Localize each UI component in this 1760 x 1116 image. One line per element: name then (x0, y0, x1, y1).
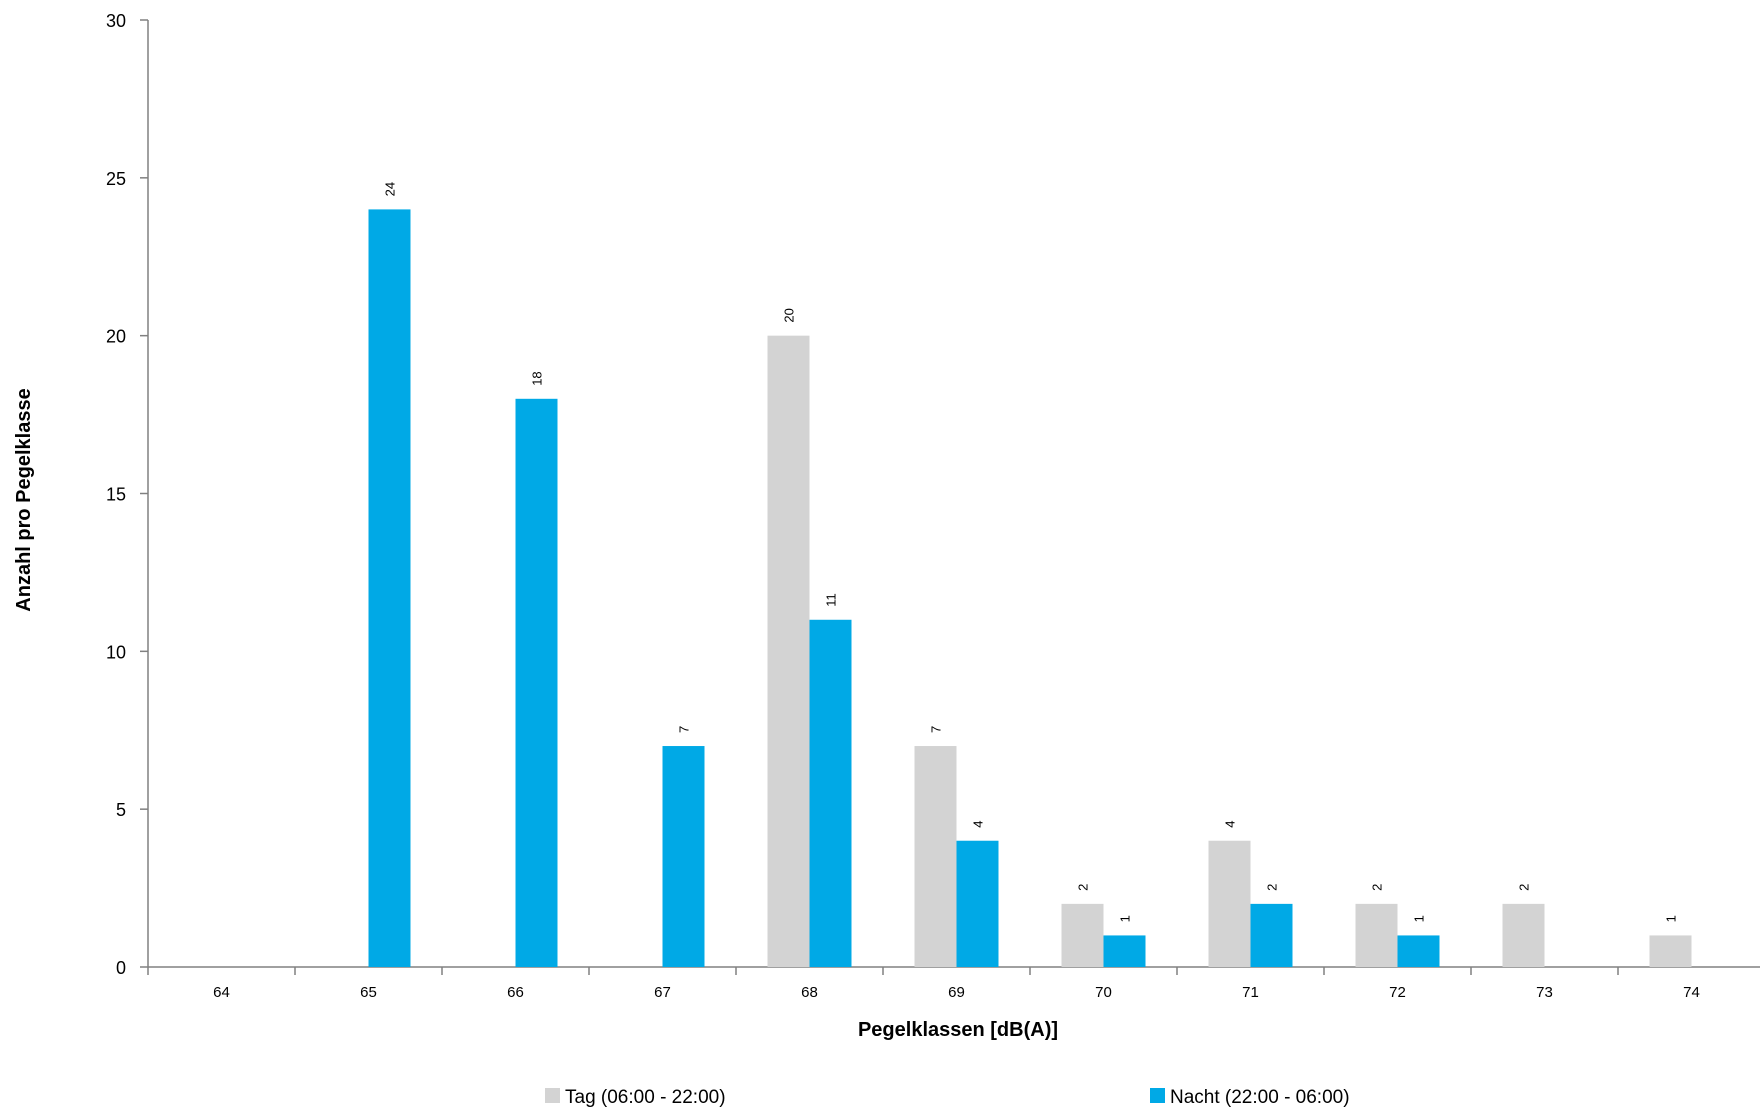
bar-tag (767, 335, 810, 968)
bar-tag (1502, 903, 1545, 967)
bar-nacht (515, 398, 558, 967)
data-label: 18 (530, 371, 545, 385)
legend: Tag (06:00 - 22:00) Nacht (22:00 - 06:00) (545, 1087, 1350, 1108)
data-label: 1 (1118, 915, 1133, 922)
x-tick-label: 72 (1389, 984, 1406, 1001)
x-tick-label: 64 (213, 984, 230, 1001)
bar-nacht (956, 840, 999, 967)
y-tick-label: 20 (106, 327, 126, 347)
bar-tag (1061, 903, 1104, 967)
y-tick-label: 5 (116, 800, 126, 820)
bar-tag (1208, 840, 1251, 967)
x-tick-label: 65 (360, 984, 377, 1001)
data-label: 4 (1223, 820, 1238, 827)
bar-nacht (1397, 935, 1440, 967)
x-tick-label: 70 (1095, 984, 1112, 1001)
bar-tag (914, 746, 957, 967)
data-label: 20 (782, 308, 797, 322)
bar-nacht (1103, 935, 1146, 967)
bar-nacht (809, 619, 852, 967)
x-tick-label: 69 (948, 984, 965, 1001)
data-label: 7 (929, 726, 944, 733)
data-label: 11 (824, 593, 839, 607)
data-label: 4 (971, 820, 986, 827)
y-tick-label: 0 (116, 958, 126, 978)
data-label: 1 (1412, 915, 1427, 922)
bar-tag (1649, 935, 1692, 967)
data-label: 24 (383, 182, 398, 196)
legend-swatch (1150, 1088, 1165, 1103)
data-label: 7 (677, 726, 692, 733)
bar-nacht (1250, 903, 1293, 967)
x-tick-label: 71 (1242, 984, 1259, 1001)
data-label: 2 (1370, 884, 1385, 891)
x-tick-label: 66 (507, 984, 524, 1001)
data-label: 1 (1664, 915, 1679, 922)
bar-nacht (368, 209, 411, 967)
bar-tag (1355, 903, 1398, 967)
legend-label: Nacht (22:00 - 06:00) (1170, 1087, 1350, 1108)
data-label: 2 (1265, 884, 1280, 891)
x-tick-label: 67 (654, 984, 671, 1001)
legend-label: Tag (06:00 - 22:00) (565, 1087, 726, 1108)
data-label: 2 (1517, 884, 1532, 891)
x-axis-title: Pegelklassen [dB(A)] (858, 1019, 1058, 1041)
y-tick-label: 25 (106, 169, 126, 189)
bar-nacht (662, 746, 705, 967)
x-tick-label: 73 (1536, 984, 1553, 1001)
y-tick-label: 10 (106, 642, 126, 662)
y-tick-label: 30 (106, 11, 126, 31)
x-tick-label: 68 (801, 984, 818, 1001)
x-tick-label: 74 (1683, 984, 1700, 1001)
y-tick-label: 15 (106, 485, 126, 505)
y-axis-title: Anzahl pro Pegelklasse (13, 388, 35, 611)
legend-swatch (545, 1088, 560, 1103)
data-label: 2 (1076, 884, 1091, 891)
